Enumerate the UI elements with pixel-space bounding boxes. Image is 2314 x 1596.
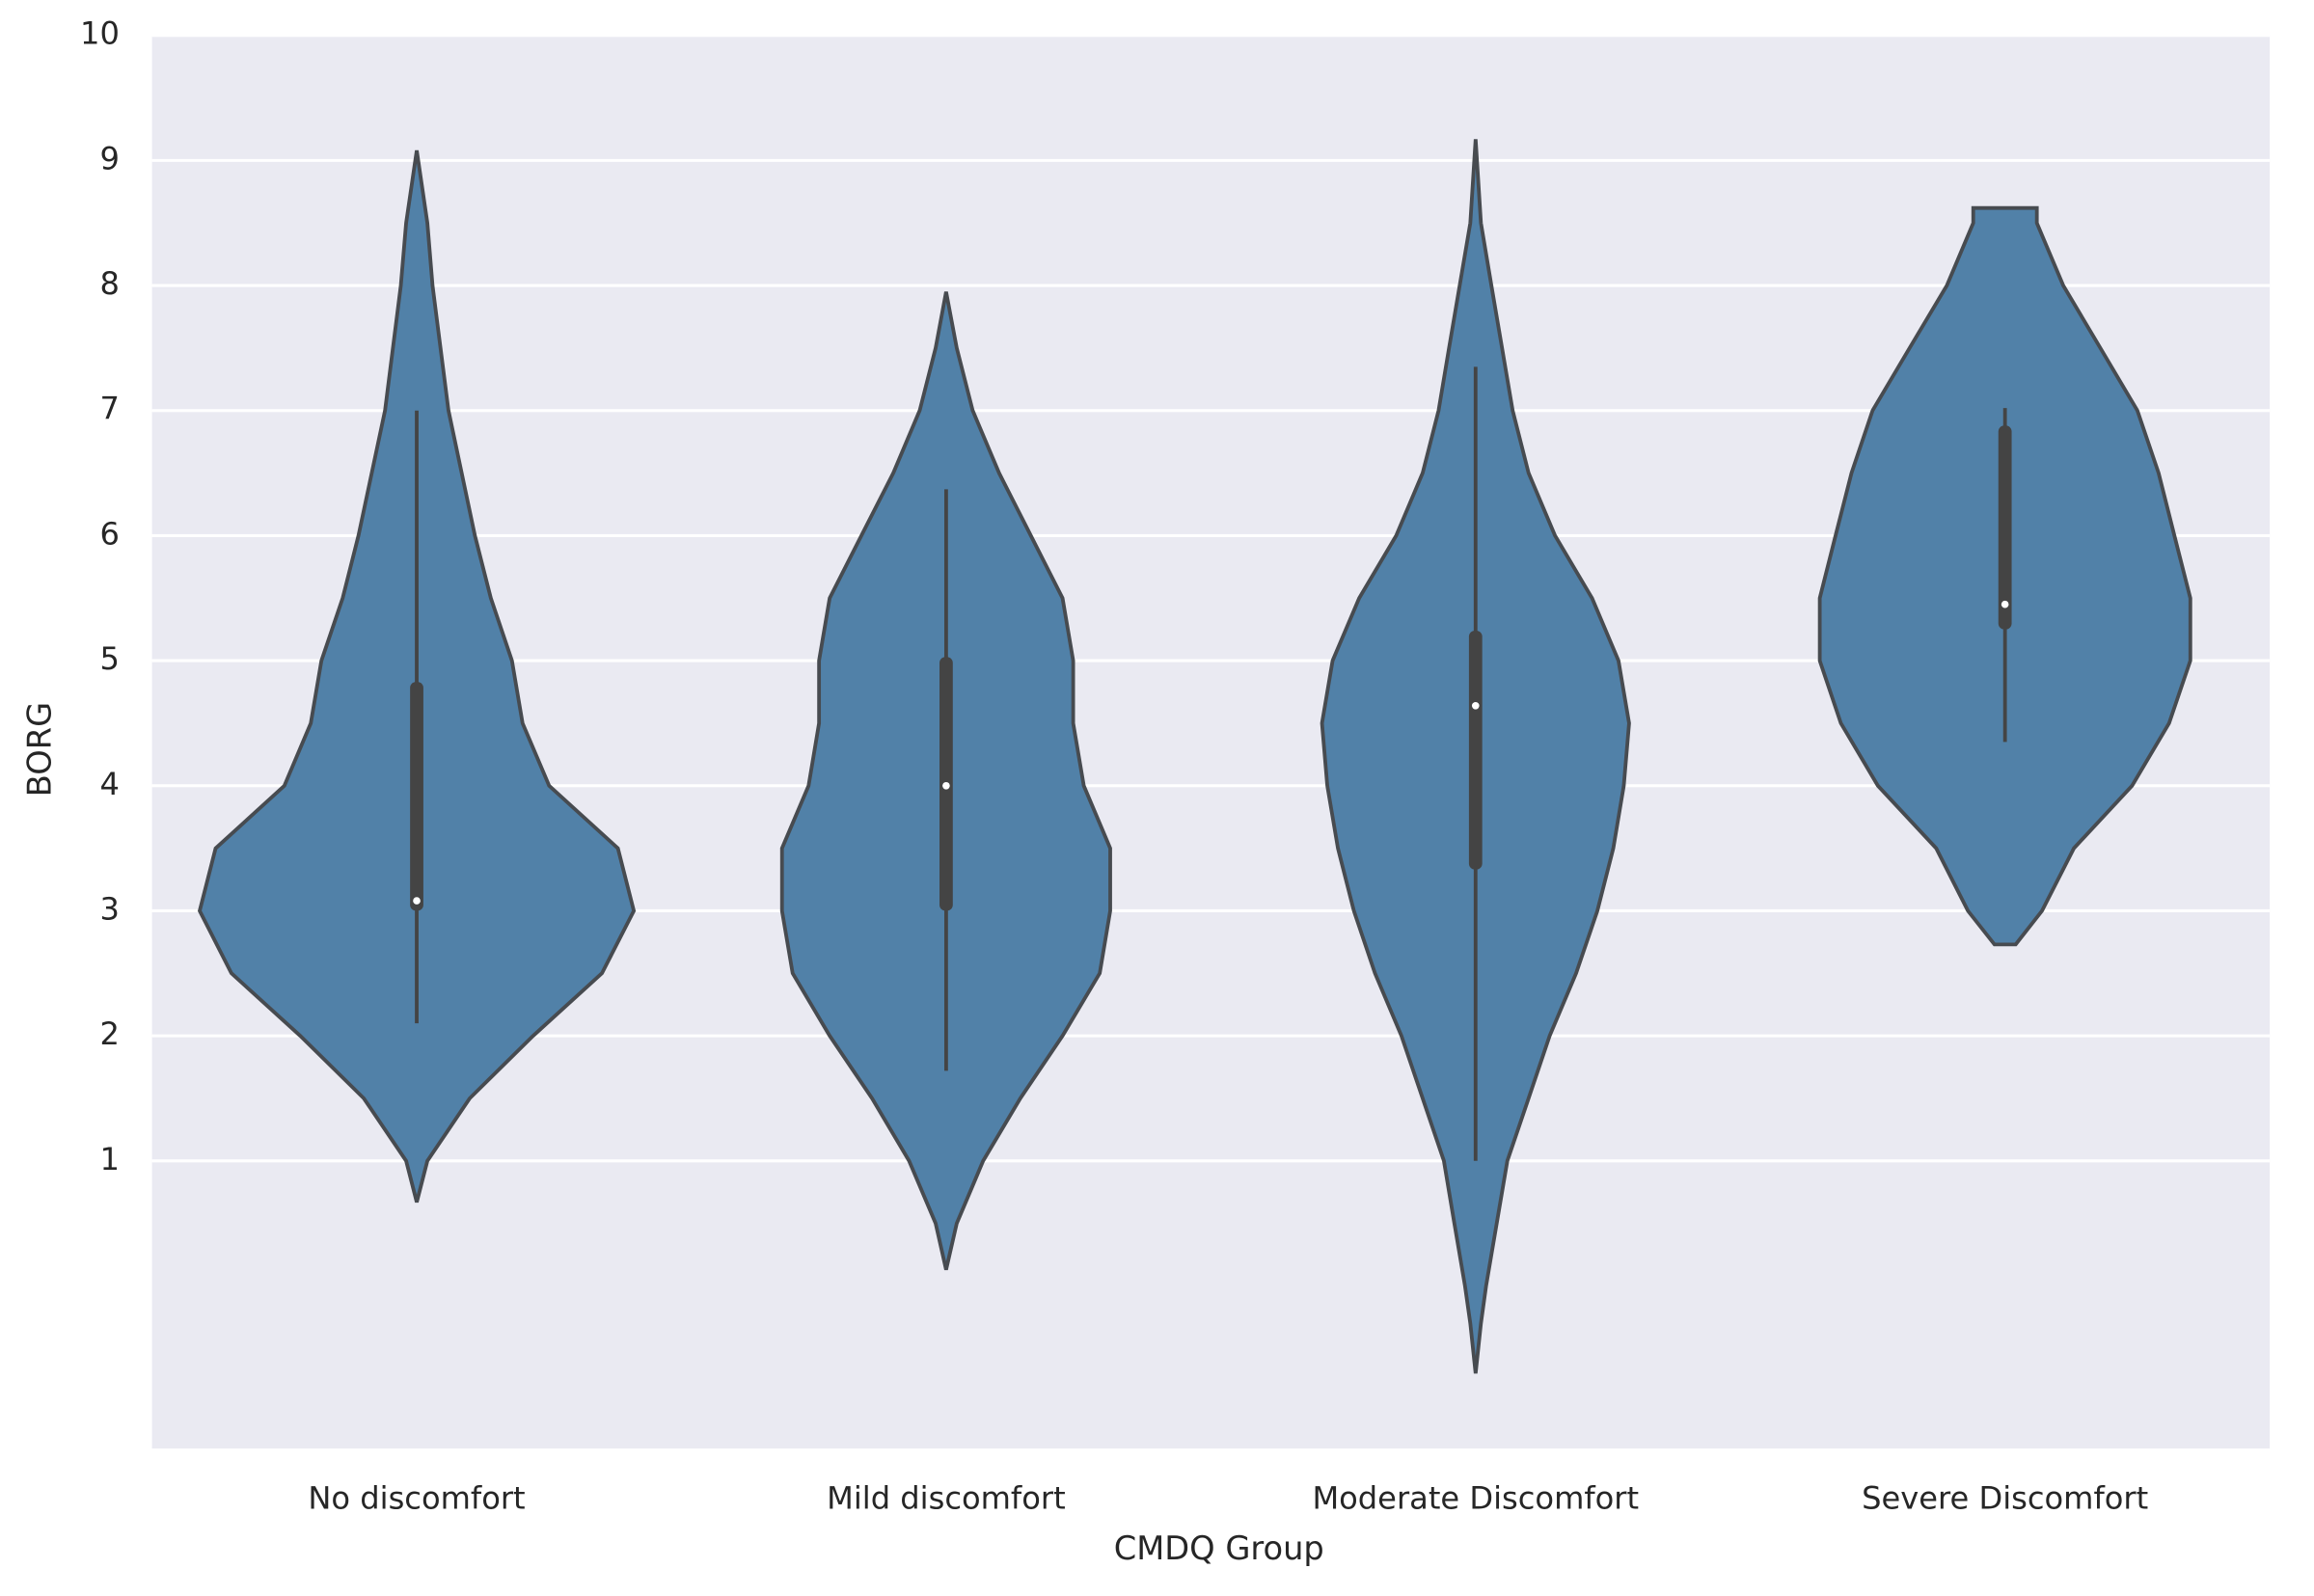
y-tick-label: 1 [99,1141,119,1177]
box [1468,630,1483,870]
y-tick-label: 7 [99,391,119,427]
x-axis-label: CMDQ Group [1114,1529,1324,1567]
median [2001,600,2009,609]
y-tick-label: 6 [99,515,119,552]
median [1471,701,1480,710]
y-tick-label: 3 [99,890,119,927]
x-tick-label: Severe Discomfort [1862,1480,2148,1517]
x-tick-label: Mild discomfort [827,1480,1066,1517]
x-tick-label: No discomfort [308,1480,525,1517]
box [410,682,423,911]
y-axis-label: BORG [20,702,58,797]
y-tick-label: 9 [99,140,119,176]
y-tick-label: 10 [80,15,120,52]
y-tick-label: 5 [99,640,119,677]
y-tick-label: 4 [99,766,119,802]
y-tick-label: 8 [99,265,119,302]
y-tick-label: 2 [99,1015,119,1052]
box [1998,425,2012,630]
median [413,897,421,905]
x-tick-label: Moderate Discomfort [1312,1480,1639,1517]
median [942,781,950,790]
